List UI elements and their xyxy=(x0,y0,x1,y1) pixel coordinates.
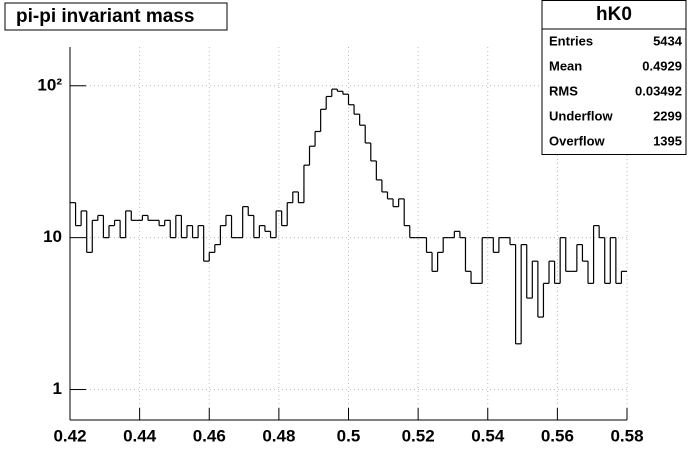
title-box xyxy=(4,2,228,31)
x-tick-label: 0.58 xyxy=(610,426,643,445)
stats-label: Mean xyxy=(549,58,582,73)
stats-label: Underflow xyxy=(549,108,613,123)
stats-title: hK0 xyxy=(596,4,632,25)
x-tick-label: 0.56 xyxy=(541,426,574,445)
stats-value: 5434 xyxy=(653,33,683,48)
x-tick-label: 0.46 xyxy=(193,426,226,445)
stats-value: 2299 xyxy=(653,108,682,123)
x-tick-label: 0.44 xyxy=(123,426,157,445)
chart-title: pi-pi invariant mass xyxy=(16,6,194,27)
stats-box xyxy=(541,0,687,155)
x-tick-label: 0.42 xyxy=(53,426,86,445)
stats-value: 0.4929 xyxy=(642,58,682,73)
x-tick-label: 0.5 xyxy=(337,426,361,445)
y-tick-label: 10 xyxy=(43,227,62,246)
stats-label: RMS xyxy=(549,83,578,98)
x-tick-label: 0.54 xyxy=(471,426,505,445)
stats-label: Entries xyxy=(549,33,593,48)
stats-label: Overflow xyxy=(549,133,606,148)
y-tick-label: 10² xyxy=(37,75,62,94)
x-tick-label: 0.48 xyxy=(262,426,295,445)
y-tick-label: 1 xyxy=(53,379,62,398)
stats-value: 0.03492 xyxy=(635,83,682,98)
stats-value: 1395 xyxy=(653,133,682,148)
x-tick-label: 0.52 xyxy=(402,426,435,445)
